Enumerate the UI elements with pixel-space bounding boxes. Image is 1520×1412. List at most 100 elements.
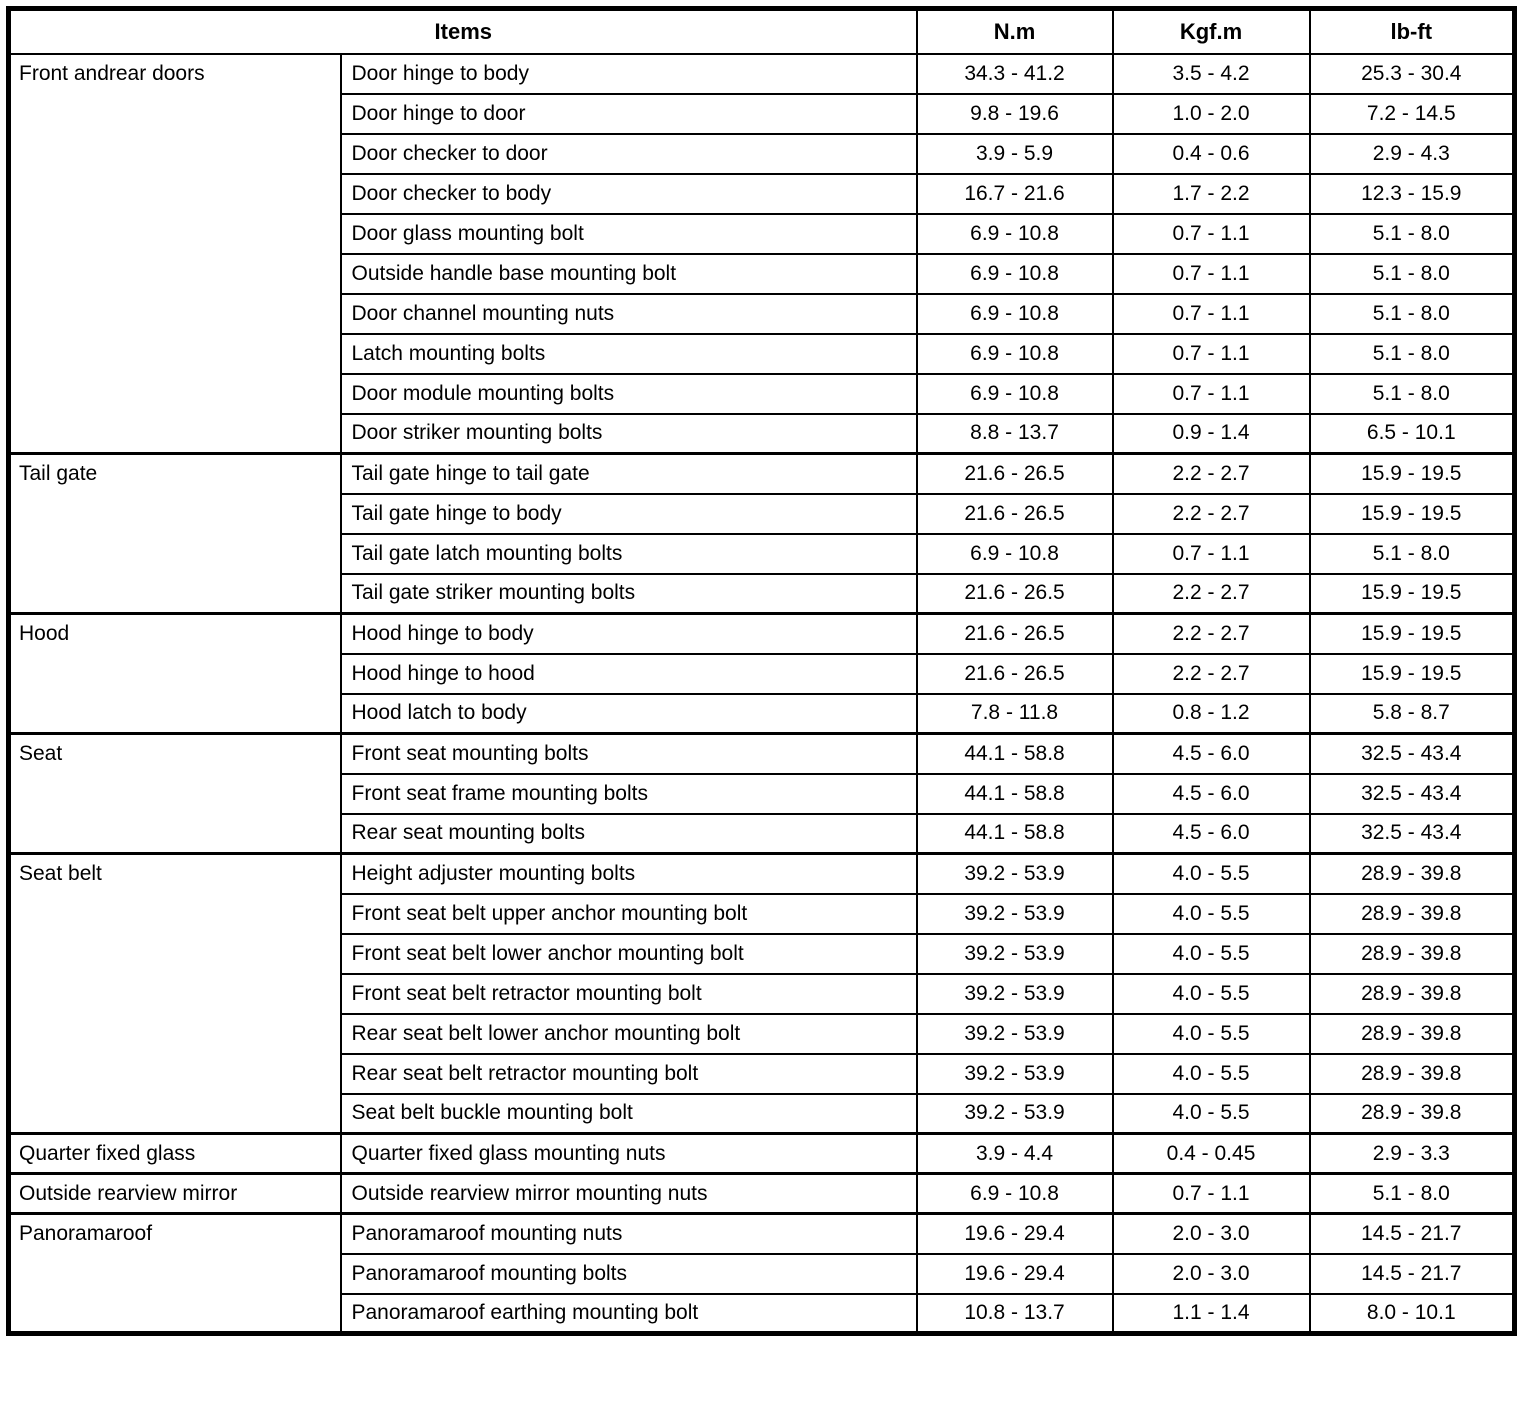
value-cell-lbft: 8.0 - 10.1 xyxy=(1308,1292,1516,1335)
category-cell: Quarter fixed glass xyxy=(7,1132,342,1175)
value-cell-kgfm: 2.2 - 2.7 xyxy=(1111,572,1311,615)
value-cell-kgfm: 0.7 - 1.1 xyxy=(1111,372,1311,415)
value-cell-lbft: 32.5 - 43.4 xyxy=(1308,772,1516,815)
item-cell: Door checker to door xyxy=(339,132,918,175)
value-cell-lbft: 5.1 - 8.0 xyxy=(1308,372,1516,415)
table-row: Door module mounting bolts 6.9 - 10.8 0.7 … xyxy=(9,372,1516,415)
value-cell-nm: 6.9 - 10.8 xyxy=(915,1172,1114,1215)
value-cell-kgfm: 4.0 - 5.5 xyxy=(1111,932,1311,975)
value-cell-lbft: 28.9 - 39.8 xyxy=(1308,1012,1516,1055)
value-cell-nm: 44.1 - 58.8 xyxy=(915,732,1114,775)
value-cell-kgfm: 4.0 - 5.5 xyxy=(1111,1052,1311,1095)
item-cell: Panoramaroof earthing mounting bolt xyxy=(339,1292,918,1335)
value-cell-lbft: 5.1 - 8.0 xyxy=(1308,332,1516,375)
table-row: Hood latch to body 7.8 - 11.8 0.8 - 1.2 5.8… xyxy=(9,692,1516,735)
table-row: Seat belt Height adjuster mounting bolts 3… xyxy=(7,852,1516,1135)
item-cell: Door checker to body xyxy=(339,172,918,215)
table-row: Tail gate Tail gate hinge to tail gate 21.… xyxy=(7,452,1516,615)
table-row: Panoramaroof Panoramaroof mounting nuts 19… xyxy=(7,1212,1516,1335)
value-cell-lbft: 2.9 - 3.3 xyxy=(1308,1132,1516,1175)
value-cell-kgfm: 2.0 - 3.0 xyxy=(1111,1212,1311,1255)
value-cell-kgfm: 4.0 - 5.5 xyxy=(1111,972,1311,1015)
table-row: Panoramaroof earthing mounting bolt 10.8 … xyxy=(9,1292,1516,1335)
value-cell-nm: 39.2 - 53.9 xyxy=(915,1012,1114,1055)
table-row: Tail gate latch mounting bolts 6.9 - 10.8… xyxy=(9,532,1516,575)
value-cell-nm: 9.8 - 19.6 xyxy=(915,92,1114,135)
value-cell-kgfm: 1.0 - 2.0 xyxy=(1111,92,1311,135)
value-cell-lbft: 32.5 - 43.4 xyxy=(1308,812,1516,855)
value-cell-nm: 39.2 - 53.9 xyxy=(915,892,1114,935)
value-cell-nm: 39.2 - 53.9 xyxy=(915,972,1114,1015)
value-cell-kgfm: 0.7 - 1.1 xyxy=(1111,252,1311,295)
value-cell-nm: 39.2 - 53.9 xyxy=(915,932,1114,975)
value-cell-kgfm: 1.1 - 1.4 xyxy=(1111,1292,1311,1335)
value-cell-nm: 3.9 - 5.9 xyxy=(915,132,1114,175)
value-cell-nm: 21.6 - 26.5 xyxy=(915,572,1114,615)
header-row: Items N.m Kgf.m lb-ft xyxy=(7,7,1516,55)
header-items: Items xyxy=(7,7,918,55)
value-cell-kgfm: 0.7 - 1.1 xyxy=(1111,532,1311,575)
value-cell-kgfm: 1.7 - 2.2 xyxy=(1111,172,1311,215)
category-cell: Seat belt xyxy=(7,852,342,1135)
table-row: Door channel mounting nuts 6.9 - 10.8 0.7 … xyxy=(9,292,1516,335)
item-cell: Front seat frame mounting bolts xyxy=(339,772,918,815)
item-cell: Tail gate striker mounting bolts xyxy=(339,572,918,615)
item-cell: Front seat mounting bolts xyxy=(339,732,918,775)
value-cell-lbft: 28.9 - 39.8 xyxy=(1308,892,1516,935)
value-cell-lbft: 5.1 - 8.0 xyxy=(1308,212,1516,255)
value-cell-nm: 44.1 - 58.8 xyxy=(915,772,1114,815)
item-cell: Hood hinge to body xyxy=(339,612,918,655)
category-cell: Panoramaroof xyxy=(7,1212,342,1335)
table-row: Front seat frame mounting bolts 44.1 - 58… xyxy=(9,772,1516,815)
value-cell-nm: 19.6 - 29.4 xyxy=(915,1252,1114,1295)
value-cell-kgfm: 0.7 - 1.1 xyxy=(1111,292,1311,335)
item-cell: Tail gate latch mounting bolts xyxy=(339,532,918,575)
category-cell: Seat xyxy=(7,732,342,855)
header-nm: N.m xyxy=(915,7,1114,55)
table-row: Door striker mounting bolts 8.8 - 13.7 0.9… xyxy=(9,412,1516,455)
value-cell-kgfm: 3.5 - 4.2 xyxy=(1111,52,1311,95)
value-cell-lbft: 14.5 - 21.7 xyxy=(1308,1252,1516,1295)
value-cell-kgfm: 0.9 - 1.4 xyxy=(1111,412,1311,455)
value-cell-kgfm: 4.0 - 5.5 xyxy=(1111,852,1311,895)
item-cell: Panoramaroof mounting bolts xyxy=(339,1252,918,1295)
value-cell-lbft: 15.9 - 19.5 xyxy=(1308,612,1516,655)
table-row: Seat Front seat mounting bolts 44.1 - 58.8… xyxy=(7,732,1516,855)
table-row: Door glass mounting bolt 6.9 - 10.8 0.7 - … xyxy=(9,212,1516,255)
value-cell-nm: 6.9 - 10.8 xyxy=(915,332,1114,375)
category-cell: Tail gate xyxy=(7,452,342,615)
value-cell-kgfm: 0.4 - 0.45 xyxy=(1111,1132,1311,1175)
value-cell-nm: 3.9 - 4.4 xyxy=(915,1132,1114,1175)
value-cell-kgfm: 0.7 - 1.1 xyxy=(1111,332,1311,375)
item-cell: Panoramaroof mounting nuts xyxy=(339,1212,918,1255)
value-cell-lbft: 5.1 - 8.0 xyxy=(1308,292,1516,335)
value-cell-lbft: 28.9 - 39.8 xyxy=(1308,932,1516,975)
value-cell-nm: 8.8 - 13.7 xyxy=(915,412,1114,455)
item-cell: Hood hinge to hood xyxy=(339,652,918,695)
header-lbft: lb-ft xyxy=(1308,7,1516,55)
value-cell-lbft: 5.8 - 8.7 xyxy=(1308,692,1516,735)
value-cell-nm: 39.2 - 53.9 xyxy=(915,1052,1114,1095)
value-cell-nm: 21.6 - 26.5 xyxy=(915,612,1114,655)
table-row: Door checker to door 3.9 - 5.9 0.4 - 0.6 2.… xyxy=(9,132,1516,175)
table-row: Front andrear doors Door hinge to body 34.… xyxy=(7,52,1516,455)
value-cell-nm: 6.9 - 10.8 xyxy=(915,252,1114,295)
item-cell: Rear seat belt retractor mounting bolt xyxy=(339,1052,918,1095)
value-cell-nm: 39.2 - 53.9 xyxy=(915,1092,1114,1135)
item-cell: Door module mounting bolts xyxy=(339,372,918,415)
value-cell-nm: 6.9 - 10.8 xyxy=(915,292,1114,335)
item-cell: Rear seat mounting bolts xyxy=(339,812,918,855)
value-cell-nm: 6.9 - 10.8 xyxy=(915,532,1114,575)
item-cell: Rear seat belt lower anchor mounting bol… xyxy=(339,1012,918,1055)
value-cell-lbft: 15.9 - 19.5 xyxy=(1308,452,1516,495)
value-cell-nm: 21.6 - 26.5 xyxy=(915,452,1114,495)
value-cell-kgfm: 0.7 - 1.1 xyxy=(1111,212,1311,255)
value-cell-kgfm: 2.2 - 2.7 xyxy=(1111,452,1311,495)
table-row: Rear seat belt lower anchor mounting bol… xyxy=(9,1012,1516,1055)
item-cell: Front seat belt lower anchor mounting bo… xyxy=(339,932,918,975)
value-cell-lbft: 7.2 - 14.5 xyxy=(1308,92,1516,135)
table-row: Quarter fixed glass Quarter fixed glass m… xyxy=(7,1132,1516,1175)
category-cell: Front andrear doors xyxy=(7,52,342,455)
table-row: Rear seat mounting bolts 44.1 - 58.8 4.5 -… xyxy=(9,812,1516,855)
value-cell-kgfm: 2.2 - 2.7 xyxy=(1111,492,1311,535)
